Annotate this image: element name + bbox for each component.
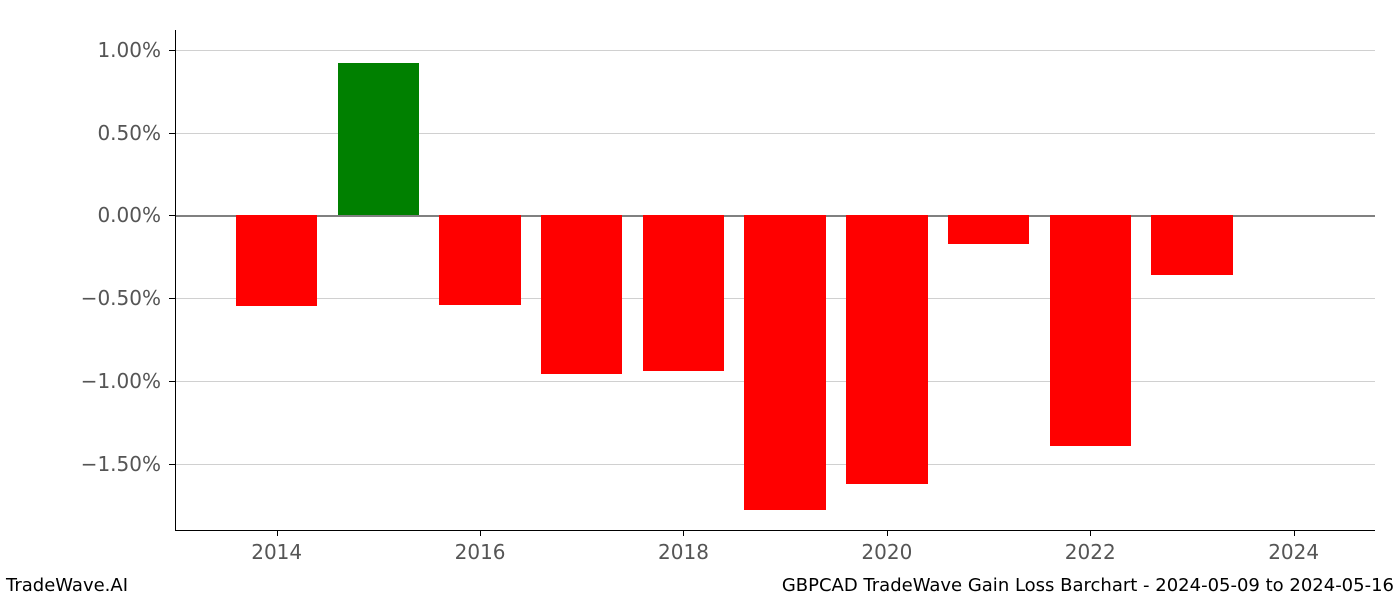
x-tick-label: 2024 <box>1268 540 1319 564</box>
bar <box>338 63 419 215</box>
bar <box>643 215 724 371</box>
y-tick-label: −1.00% <box>0 369 161 393</box>
y-tick-label: −0.50% <box>0 286 161 310</box>
x-tick-mark <box>1090 530 1091 536</box>
x-tick-label: 2016 <box>455 540 506 564</box>
bar <box>846 215 927 483</box>
y-tick-label: 0.00% <box>0 203 161 227</box>
gridline <box>175 50 1375 51</box>
y-tick-label: 0.50% <box>0 121 161 145</box>
bar <box>439 215 520 304</box>
bar <box>236 215 317 306</box>
x-tick-label: 2014 <box>251 540 302 564</box>
x-tick-label: 2020 <box>861 540 912 564</box>
y-tick-mark <box>169 133 175 134</box>
bar <box>948 215 1029 243</box>
footer-left-text: TradeWave.AI <box>6 575 128 596</box>
y-tick-mark <box>169 298 175 299</box>
x-tick-mark <box>683 530 684 536</box>
x-tick-mark <box>887 530 888 536</box>
bar <box>541 215 622 374</box>
bar <box>1050 215 1131 445</box>
x-tick-label: 2022 <box>1065 540 1116 564</box>
plot-area <box>175 30 1375 530</box>
x-tick-label: 2018 <box>658 540 709 564</box>
x-tick-mark <box>480 530 481 536</box>
footer-right-text: GBPCAD TradeWave Gain Loss Barchart - 20… <box>782 575 1394 596</box>
y-tick-mark <box>169 50 175 51</box>
chart-container: TradeWave.AI GBPCAD TradeWave Gain Loss … <box>0 0 1400 600</box>
y-tick-label: 1.00% <box>0 38 161 62</box>
bar <box>1151 215 1232 275</box>
x-tick-mark <box>1294 530 1295 536</box>
y-tick-label: −1.50% <box>0 452 161 476</box>
y-tick-mark <box>169 464 175 465</box>
x-tick-mark <box>277 530 278 536</box>
x-axis-spine <box>175 530 1375 531</box>
y-tick-mark <box>169 381 175 382</box>
y-axis-spine <box>175 30 176 530</box>
bar <box>744 215 825 510</box>
y-tick-mark <box>169 215 175 216</box>
